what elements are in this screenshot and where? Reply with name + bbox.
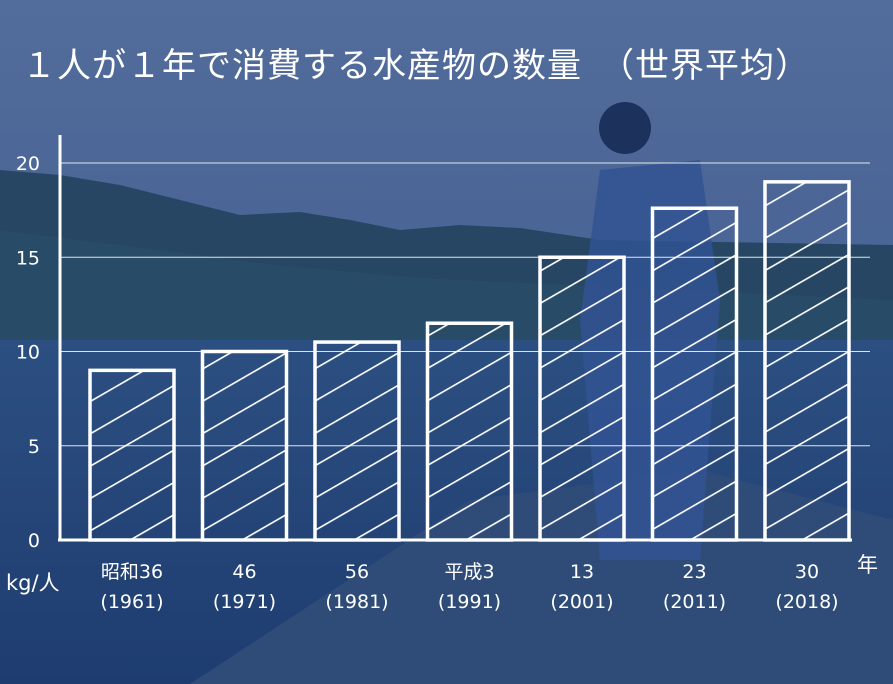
x-tick-labels: 昭和36 (1961) 46 (1971) 56 (1981) 平成3 (1991) 13 (20… — [100, 561, 838, 613]
bar — [538, 255, 626, 542]
y-tick-label: 5 — [28, 436, 40, 458]
x-tick-sublabel: (2001) — [550, 591, 613, 613]
bars — [88, 180, 851, 542]
y-tick-label: 20 — [16, 153, 40, 175]
x-tick-sublabel: (2011) — [663, 591, 726, 613]
x-tick-sublabel: (1971) — [213, 591, 276, 613]
bar — [88, 368, 176, 542]
x-tick-label: 46 — [232, 561, 256, 583]
y-tick-label: 0 — [28, 530, 40, 552]
x-tick-label: 30 — [795, 561, 819, 583]
x-tick-sublabel: (1961) — [100, 591, 163, 613]
x-tick-label: 23 — [682, 561, 706, 583]
y-axis-unit-label: kg/人 — [6, 571, 60, 595]
x-tick-label: 昭和36 — [101, 561, 163, 583]
bar — [650, 206, 739, 542]
y-tick-label: 15 — [16, 247, 40, 269]
x-axis-unit-label: 年 — [857, 553, 878, 577]
x-tick-label: 13 — [570, 561, 594, 583]
chart-title: １人が１年で消費する水産物の数量 （世界平均） — [22, 46, 810, 86]
y-tick-label: 10 — [16, 342, 40, 364]
bar — [200, 349, 289, 542]
bar — [425, 321, 514, 542]
x-tick-sublabel: (2018) — [775, 591, 838, 613]
y-tick-labels: 0 5 10 15 20 — [16, 153, 40, 552]
x-tick-label: 56 — [345, 561, 369, 583]
x-tick-sublabel: (1991) — [438, 591, 501, 613]
x-tick-label: 平成3 — [444, 561, 494, 583]
bar — [313, 340, 401, 542]
bar — [763, 180, 851, 542]
x-tick-sublabel: (1981) — [325, 591, 388, 613]
